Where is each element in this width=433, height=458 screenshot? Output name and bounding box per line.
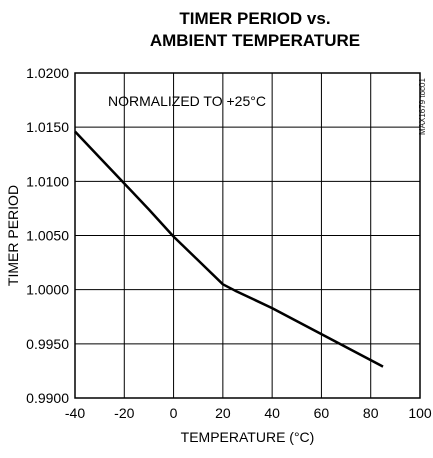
x-tick-label: 60: [314, 405, 330, 421]
y-tick-label: 1.0000: [26, 282, 69, 298]
x-tick-label: -20: [114, 405, 134, 421]
x-tick-label: 0: [170, 405, 178, 421]
y-tick-label: 1.0100: [26, 173, 69, 189]
y-tick-label: 1.0150: [26, 119, 69, 135]
y-tick-label: 1.0200: [26, 65, 69, 81]
y-axis-title: TIMER PERIOD: [5, 185, 21, 286]
chart-title-line-1: TIMER PERIOD vs.: [179, 9, 331, 28]
normalized-annotation: NORMALIZED TO +25°C: [108, 93, 266, 109]
x-tick-label: 40: [264, 405, 280, 421]
plot-frame: [74, 72, 421, 399]
x-axis-title: TEMPERATURE (°C): [181, 429, 315, 445]
y-tick-label: 0.9950: [26, 336, 69, 352]
y-tick-labels: 0.9900 0.9950 1.0000 1.0050 1.0100 1.0150 1.02…: [26, 65, 69, 406]
y-tick-label: 1.0050: [26, 228, 69, 244]
grid: [74, 72, 421, 399]
y-tick-label: 0.9900: [26, 390, 69, 406]
x-tick-label: -40: [65, 405, 85, 421]
x-tick-labels: -40 -20 0 20 40 60 80 100: [65, 405, 432, 421]
x-tick-label: 80: [363, 405, 379, 421]
x-tick-label: 100: [408, 405, 432, 421]
series-line: [74, 130, 384, 368]
chart-title-line-2: AMBIENT TEMPERATURE: [149, 31, 361, 50]
x-tick-label: 20: [215, 405, 231, 421]
